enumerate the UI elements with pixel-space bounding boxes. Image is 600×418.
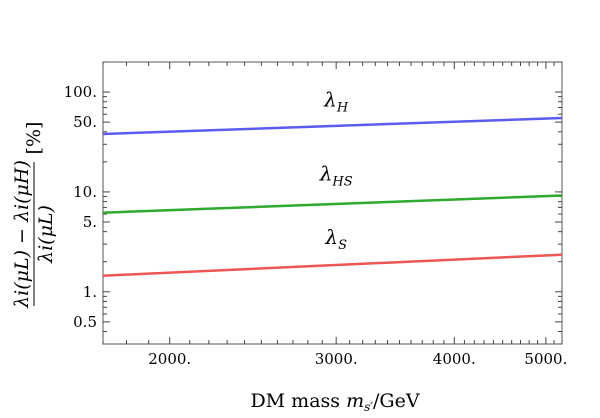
y-tick-label: 50. [73,113,97,131]
y-tick-label: 5. [83,213,97,231]
y-axis-unit: [%] [23,122,45,155]
y-tick-label: 0.5 [73,313,97,331]
y-axis-numerator: λi(μL) − λi(μH) [11,160,33,309]
x-tick-label: 2000. [148,350,191,368]
series-line-1 [102,194,563,214]
y-tick-label: 10. [73,183,97,201]
y-axis-denominator: λi(μL) [35,205,57,264]
x-tick-label: 3000. [315,350,358,368]
y-axis-title: λi(μL) − λi(μH) λi(μL) [%] [11,122,57,309]
series-labels: λH λHS λS [319,87,353,253]
series-label-0: λH [323,87,349,115]
series-line-2 [102,253,563,277]
x-tick-label: 4000. [433,350,476,368]
series-label-1: λHS [319,162,353,190]
series-lines [102,116,563,277]
x-axis-title: DM mass ms′/GeV [250,390,419,414]
y-tick-label: 1. [83,283,97,301]
series-line-0 [102,116,563,136]
y-tick-label: 100. [64,83,97,101]
x-tick-label: 5000. [524,350,567,368]
plot-border [102,61,563,345]
series-label-2: λS [324,225,347,253]
plot-frame [102,61,563,345]
axis-ticks: 2000. 3000. 4000. 5000. 0.5 1. 5. 10. 50. 100. [64,61,567,368]
